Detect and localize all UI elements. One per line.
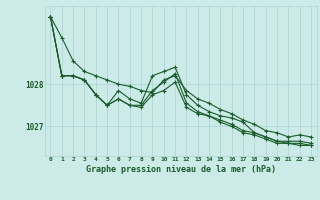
X-axis label: Graphe pression niveau de la mer (hPa): Graphe pression niveau de la mer (hPa) xyxy=(86,165,276,174)
